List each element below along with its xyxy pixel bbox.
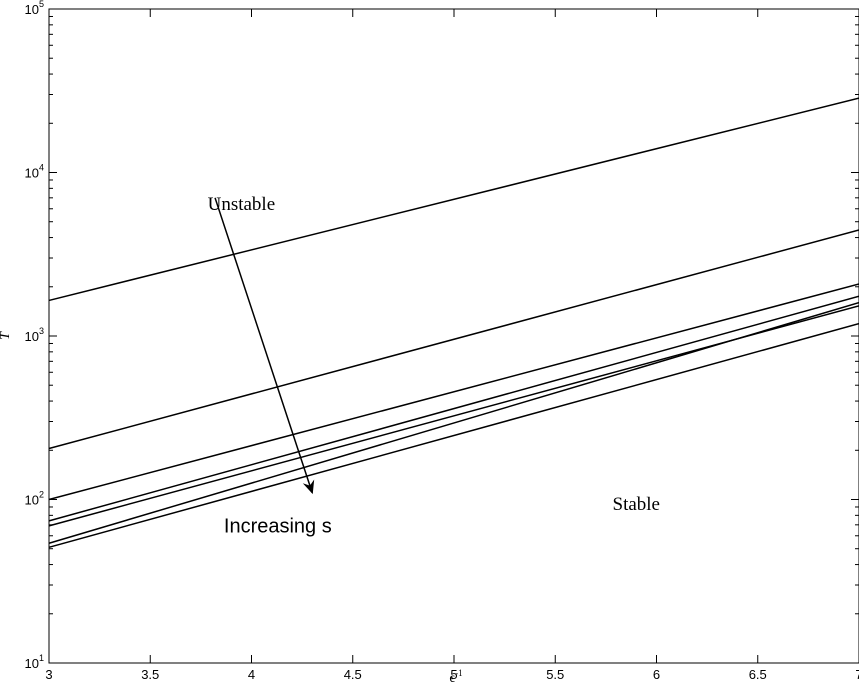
series-line [48, 229, 859, 450]
series-line [48, 283, 859, 501]
x-tick-label: 6 [653, 667, 660, 682]
y-axis-label: T̄ [0, 331, 13, 340]
x-tick-label: 3.5 [141, 667, 159, 682]
y-tick-label: 101 [25, 653, 44, 671]
series-line [48, 322, 859, 549]
x-axis-ticks: 3 3.5 4 4.5 5 5.5 6 6.5 7 [45, 9, 859, 682]
y-tick-label: 103 [25, 326, 44, 344]
plot-area [48, 8, 859, 664]
series-line [48, 295, 859, 522]
annotation-stable: Stable [613, 494, 661, 515]
x-tick-label: 5 [450, 667, 457, 682]
x-tick-label: 7 [855, 667, 859, 682]
y-tick-label: 102 [25, 490, 44, 508]
x-tick-label: 5.5 [546, 667, 564, 682]
x-tick-label: 3 [45, 667, 52, 682]
annotation-unstable: Unstable [208, 194, 276, 215]
annotations: Unstable Stable Increasing s [208, 194, 660, 537]
y-tick-label: 104 [25, 163, 44, 181]
increasing-s-arrow [214, 197, 315, 495]
x-tick-label: 4.5 [344, 667, 362, 682]
x-tick-label: 4 [248, 667, 255, 682]
annotation-increasing-s: Increasing s [224, 515, 332, 537]
y-axis-ticks: 101 102 103 104 105 [25, 0, 859, 671]
x-tick-label: 6.5 [749, 667, 767, 682]
series-line [48, 301, 859, 544]
y-tick-label: 105 [25, 0, 44, 17]
x-axis-label: ϵ-1 [449, 668, 462, 684]
y-minor-ticks [49, 15, 859, 615]
series-lines [48, 97, 859, 549]
series-line [48, 97, 859, 302]
